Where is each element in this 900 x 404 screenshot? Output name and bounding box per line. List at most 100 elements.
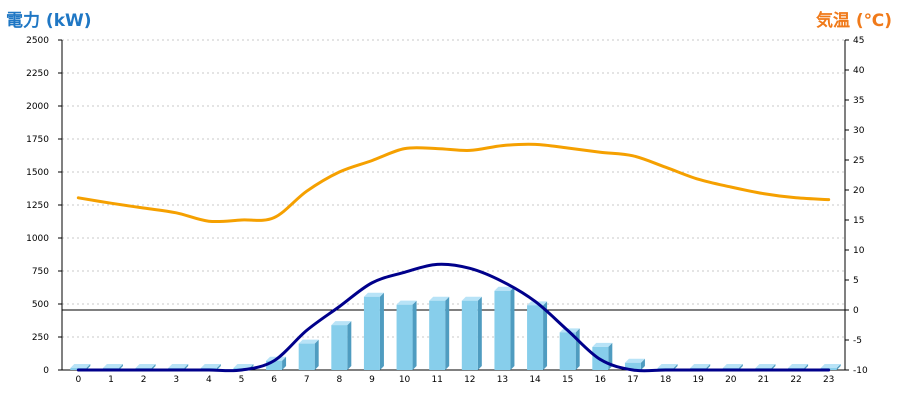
right-tick-label: 40 (853, 66, 865, 76)
bar-top (102, 364, 123, 369)
temperature-line (76, 142, 831, 224)
bar-side (216, 364, 221, 370)
bar-side (282, 356, 287, 370)
bar-top (657, 364, 678, 369)
left-tick-label: 2250 (26, 69, 49, 79)
bar-top (331, 321, 352, 326)
left-tick-label: 2000 (26, 102, 49, 112)
x-tick-label: 5 (239, 375, 245, 385)
bar (559, 328, 580, 370)
bar (624, 358, 645, 370)
right-tick-label: 35 (853, 96, 864, 106)
bar-top (70, 364, 91, 369)
x-tick-label: 14 (529, 375, 541, 385)
x-tick-label: 12 (464, 375, 475, 385)
bar-front (461, 300, 478, 370)
left-tick-label: 250 (32, 333, 49, 343)
bar (494, 286, 515, 370)
x-tick-label: 10 (399, 375, 411, 385)
bar-side (510, 286, 515, 370)
bar-front (429, 300, 446, 370)
x-tick-label: 23 (823, 375, 834, 385)
bar-side (575, 328, 580, 370)
left-tick-label: 500 (32, 300, 49, 310)
right-tick-label: 20 (853, 186, 865, 196)
bar-top (168, 364, 189, 369)
x-tick-label: 13 (497, 375, 508, 385)
left-tick-label: 1500 (26, 168, 49, 178)
left-tick-label: 2500 (26, 36, 49, 46)
bar-side (347, 321, 352, 370)
power-line (76, 262, 831, 373)
bar-front (331, 325, 348, 370)
bar-front (363, 296, 380, 370)
right-tick-label: 10 (853, 246, 865, 256)
bar-front (298, 343, 315, 370)
right-tick-label: 15 (853, 216, 864, 226)
bar (429, 296, 450, 370)
bar-top (690, 364, 711, 369)
bar (363, 292, 384, 370)
x-tick-label: 1 (108, 375, 114, 385)
x-tick-label: 15 (562, 375, 573, 385)
bar-front (624, 362, 641, 370)
bar-side (314, 339, 319, 370)
x-tick-label: 18 (660, 375, 672, 385)
left-tick-label: 0 (43, 366, 49, 376)
left-tick-label: 1000 (26, 234, 49, 244)
bar-front (559, 332, 576, 370)
x-tick-label: 21 (758, 375, 769, 385)
right-tick-label: 30 (853, 126, 865, 136)
right-tick-label: 45 (853, 36, 864, 46)
bar-front (494, 290, 511, 370)
x-tick-label: 0 (75, 375, 81, 385)
right-tick-label: 0 (853, 306, 859, 316)
bar-top (298, 339, 319, 344)
bar-top (788, 364, 809, 369)
left-axis-title: 電力 (kW) (6, 11, 92, 31)
bar-side (445, 296, 450, 370)
x-tick-label: 6 (271, 375, 277, 385)
left-tick-label: 1250 (26, 201, 49, 211)
bar-side (836, 364, 841, 370)
x-tick-label: 2 (141, 375, 147, 385)
bar-side (412, 300, 417, 370)
x-tick-label: 22 (790, 375, 801, 385)
bar-top (429, 296, 450, 301)
bar-front (527, 305, 544, 370)
bar-side (379, 292, 384, 370)
bar-top (396, 300, 417, 305)
x-tick-label: 4 (206, 375, 212, 385)
bar-side (640, 358, 645, 370)
bar-top (233, 364, 254, 369)
bar-top (135, 364, 156, 369)
bar-side (543, 301, 548, 370)
left-tick-label: 750 (32, 267, 49, 277)
x-tick-label: 7 (304, 375, 310, 385)
x-tick-label: 16 (595, 375, 607, 385)
left-tick-label: 1750 (26, 135, 49, 145)
right-tick-label: -10 (853, 366, 868, 376)
bar (298, 339, 319, 370)
right-tick-label: 5 (853, 276, 859, 286)
right-axis-title: 気温 (℃) (815, 11, 892, 31)
bar-top (461, 296, 482, 301)
x-tick-label: 3 (173, 375, 179, 385)
bar-top (624, 358, 645, 363)
bar-front (266, 360, 283, 370)
right-tick-label: 25 (853, 156, 864, 166)
bar (396, 300, 417, 370)
bar (331, 321, 352, 370)
bar-top (722, 364, 743, 369)
bar (527, 301, 548, 370)
bar-side (477, 296, 482, 370)
x-tick-label: 9 (369, 375, 375, 385)
bar-top (820, 364, 841, 369)
bar-top (592, 342, 613, 347)
bar (461, 296, 482, 370)
bar-top (200, 364, 221, 369)
x-tick-label: 11 (431, 375, 442, 385)
x-tick-label: 17 (627, 375, 638, 385)
